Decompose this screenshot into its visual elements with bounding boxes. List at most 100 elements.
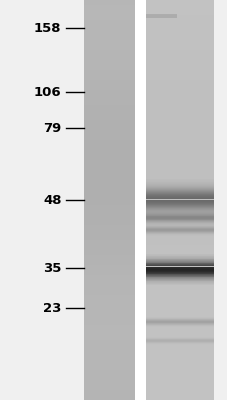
Bar bbox=[145, 219, 213, 220]
Bar bbox=[84, 45, 134, 50]
Bar bbox=[145, 214, 213, 215]
Bar bbox=[145, 265, 213, 266]
Bar bbox=[84, 180, 134, 185]
Bar bbox=[145, 10, 213, 15]
Bar bbox=[145, 268, 213, 269]
Bar bbox=[145, 360, 213, 365]
Bar bbox=[145, 240, 213, 245]
Bar bbox=[145, 215, 213, 216]
Bar bbox=[84, 30, 134, 35]
Bar bbox=[145, 370, 213, 375]
Bar bbox=[84, 280, 134, 285]
Bar bbox=[84, 215, 134, 220]
Bar bbox=[145, 192, 213, 193]
Bar bbox=[84, 230, 134, 235]
Bar bbox=[145, 269, 213, 270]
Bar bbox=[84, 110, 134, 115]
Bar bbox=[84, 340, 134, 345]
Bar bbox=[84, 205, 134, 210]
Bar bbox=[145, 183, 213, 184]
Bar bbox=[145, 212, 213, 213]
Bar bbox=[84, 0, 134, 5]
Bar bbox=[145, 180, 213, 181]
Bar bbox=[145, 395, 213, 400]
Bar bbox=[145, 186, 213, 187]
Bar bbox=[145, 245, 213, 250]
Bar bbox=[145, 105, 213, 110]
Bar bbox=[145, 250, 213, 255]
Bar bbox=[145, 278, 213, 279]
Bar bbox=[145, 281, 213, 282]
Bar bbox=[84, 130, 134, 135]
Bar bbox=[84, 0, 134, 400]
Bar bbox=[145, 14, 176, 18]
Bar bbox=[145, 214, 213, 215]
Bar bbox=[145, 188, 213, 189]
Bar bbox=[145, 270, 213, 275]
Bar bbox=[145, 260, 213, 265]
Bar bbox=[145, 279, 213, 280]
Bar bbox=[84, 80, 134, 85]
Bar bbox=[145, 0, 213, 400]
Bar bbox=[84, 345, 134, 350]
Bar bbox=[84, 315, 134, 320]
Bar bbox=[84, 235, 134, 240]
Bar bbox=[84, 350, 134, 355]
Bar bbox=[84, 190, 134, 195]
Bar bbox=[145, 267, 213, 268]
Bar bbox=[84, 170, 134, 175]
Bar bbox=[145, 350, 213, 355]
Bar bbox=[145, 255, 213, 256]
Bar bbox=[84, 60, 134, 65]
Bar bbox=[145, 285, 213, 290]
Bar bbox=[84, 15, 134, 20]
Bar bbox=[84, 275, 134, 280]
Bar bbox=[145, 380, 213, 385]
Bar bbox=[145, 182, 213, 183]
Bar bbox=[145, 35, 213, 40]
Bar bbox=[145, 254, 213, 255]
Bar bbox=[145, 15, 213, 20]
Bar bbox=[145, 220, 213, 221]
Bar bbox=[84, 295, 134, 300]
Bar bbox=[145, 209, 213, 210]
Bar bbox=[145, 195, 213, 200]
Bar bbox=[145, 120, 213, 125]
Bar bbox=[145, 130, 213, 135]
Bar bbox=[84, 40, 134, 45]
Bar bbox=[145, 95, 213, 100]
Bar bbox=[145, 210, 213, 211]
Bar bbox=[145, 211, 213, 212]
Bar bbox=[145, 264, 213, 265]
Bar bbox=[145, 385, 213, 390]
Bar bbox=[145, 259, 213, 260]
Bar bbox=[84, 115, 134, 120]
Text: 48: 48 bbox=[43, 194, 61, 206]
Bar bbox=[145, 179, 213, 180]
Bar bbox=[145, 5, 213, 10]
Text: 79: 79 bbox=[43, 122, 61, 134]
Bar bbox=[84, 305, 134, 310]
Text: 35: 35 bbox=[43, 262, 61, 274]
Bar bbox=[145, 160, 213, 165]
Bar bbox=[84, 75, 134, 80]
Bar bbox=[145, 50, 213, 55]
Bar bbox=[145, 175, 213, 180]
Bar bbox=[145, 205, 213, 210]
Bar bbox=[84, 325, 134, 330]
Bar bbox=[84, 240, 134, 245]
Bar bbox=[145, 320, 213, 325]
Bar bbox=[145, 189, 213, 190]
Bar bbox=[84, 255, 134, 260]
Bar bbox=[145, 256, 213, 257]
Bar bbox=[145, 220, 213, 225]
Bar bbox=[145, 225, 213, 230]
Bar bbox=[145, 200, 213, 205]
Bar bbox=[145, 204, 213, 205]
Bar bbox=[84, 225, 134, 230]
Bar bbox=[84, 55, 134, 60]
Bar bbox=[84, 160, 134, 165]
Bar bbox=[84, 150, 134, 155]
Bar bbox=[145, 271, 213, 272]
Bar bbox=[145, 263, 213, 264]
